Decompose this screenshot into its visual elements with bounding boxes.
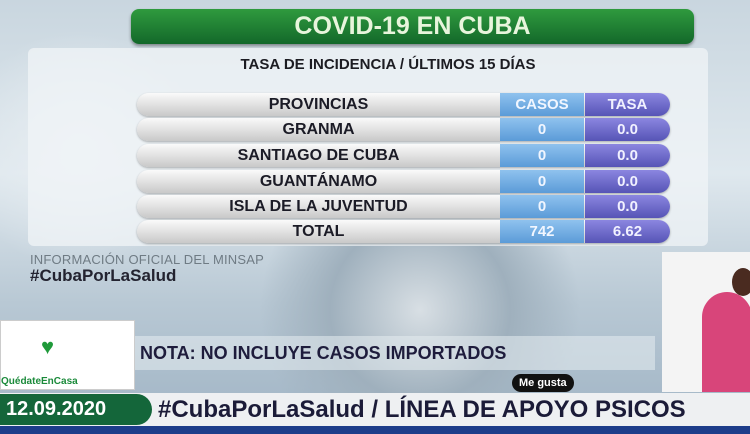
casos-cell: 0 — [500, 118, 584, 141]
logo-tag: QuédateEnCasa — [1, 376, 78, 387]
tasa-cell: 0.0 — [585, 195, 670, 218]
provincia-cell: GRANMA — [282, 121, 355, 138]
provincia-cell: SANTIAGO DE CUBA — [237, 147, 400, 164]
tasa-cell: 0.0 — [585, 118, 670, 141]
table-row: GRANMA 0 0.0 — [137, 118, 670, 141]
hashtag: #CubaPorLaSalud — [30, 266, 177, 285]
table-row: ISLA DE LA JUVENTUD 0 0.0 — [137, 195, 670, 218]
heart-icon: ♥ — [41, 334, 55, 359]
subtitle: TASA DE INCIDENCIA / ÚLTIMOS 15 DÍAS — [240, 56, 536, 73]
casos-cell: 0 — [500, 195, 584, 218]
table-row: SANTIAGO DE CUBA 0 0.0 — [137, 144, 670, 167]
casos-cell: 0 — [500, 170, 584, 193]
tasa-cell: 6.62 — [585, 220, 670, 243]
video-controls-bar[interactable] — [0, 426, 750, 434]
provincia-cell: GUANTÁNAMO — [259, 173, 378, 190]
header-provincias: PROVINCIAS — [268, 96, 369, 113]
header-casos: CASOS — [500, 93, 584, 116]
logo-box: ♥ QuédateEnCasa — [0, 320, 135, 390]
note: NOTA: NO INCLUYE CASOS IMPORTADOS — [135, 336, 655, 370]
date-badge: 12.09.2020 — [0, 394, 152, 425]
page-title: COVID-19 EN CUBA — [131, 9, 694, 44]
table-total-row: TOTAL 742 6.62 — [137, 220, 670, 243]
provincia-cell: TOTAL — [292, 223, 345, 240]
tasa-cell: 0.0 — [585, 170, 670, 193]
interpreter-face — [732, 268, 750, 296]
casos-cell: 742 — [500, 220, 584, 243]
table-header: PROVINCIAS CASOS TASA — [137, 93, 670, 116]
ticker-text: #CubaPorLaSalud / LÍNEA DE APOYO PSICOS — [158, 396, 686, 423]
source-label: INFORMACIÓN OFICIAL DEL MINSAP — [30, 252, 265, 267]
like-tooltip: Me gusta — [512, 374, 574, 392]
interpreter-figure — [702, 292, 750, 392]
table-row: GUANTÁNAMO 0 0.0 — [137, 170, 670, 193]
tasa-cell: 0.0 — [585, 144, 670, 167]
casos-cell: 0 — [500, 144, 584, 167]
sign-language-interpreter — [662, 252, 750, 392]
header-tasa: TASA — [585, 93, 670, 116]
provincia-cell: ISLA DE LA JUVENTUD — [229, 198, 408, 215]
